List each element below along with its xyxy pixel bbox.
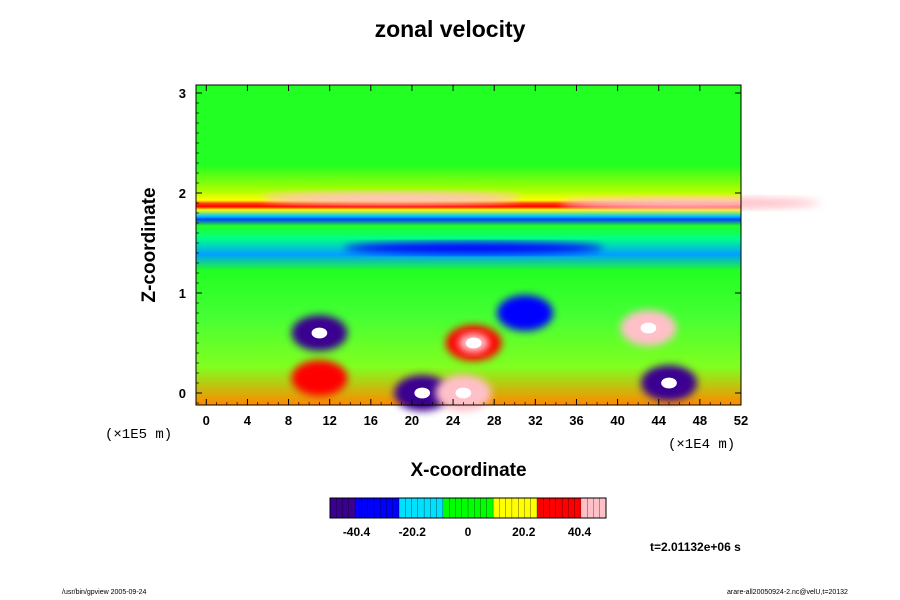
colorbar-segment [449,497,456,519]
colorbar-segment [392,497,400,519]
colorbar-segment [329,497,337,519]
colorbar-segment [561,497,569,519]
velocity-feature-peak [414,387,431,399]
colorbar-segment [549,497,557,519]
x-tick-label: 36 [569,413,583,428]
colorbar-segment [536,497,544,519]
colorbar-segment [417,497,425,519]
colorbar-segment [580,497,588,519]
velocity-features [261,192,820,411]
x-tick-label: 12 [322,413,336,428]
x-tick-label: 28 [487,413,501,428]
colorbar-segment [593,497,601,519]
colorbar-segment [524,497,532,519]
y-tick-label: 1 [179,286,186,301]
colorbar-segment [367,497,375,519]
y-tick-label: 3 [179,86,186,101]
x-tick-label: 20 [405,413,419,428]
colorbar-segment [336,497,343,519]
colorbar-segment [423,497,431,519]
chart-title: zonal velocity [374,16,526,42]
colorbar-segment [555,497,563,519]
y-tick-label: 0 [179,386,186,401]
colorbar-segment [518,497,525,519]
colorbar-segment [348,497,356,519]
colorbar-segment [467,497,475,519]
x-scale-label: (×1E4 m) [668,437,736,453]
colorbar-segment [499,497,507,519]
velocity-feature-peak [455,387,472,399]
x-tick-label: 40 [610,413,624,428]
colorbar-segment [486,497,494,519]
colorbar-segment [587,497,594,519]
x-tick-label: 44 [652,413,667,428]
footer-right: arare-all20050924-2.nc@velU,t=20132 [727,589,848,596]
colorbar-segment [361,497,369,519]
velocity-feature-peak [661,377,677,389]
velocity-feature [559,197,820,209]
colorbar-segment [505,497,513,519]
x-tick-label: 8 [285,413,292,428]
x-tick-label: 4 [244,413,252,428]
colorbar: -40.4 -20.2 0 20.2 40.4 [329,497,607,539]
colorbar-segment [430,497,438,519]
colorbar-frame [329,497,607,519]
colorbar-segment [511,497,519,519]
x-tick-label: 0 [203,413,210,428]
colorbar-tick-label: 40.4 [568,525,592,539]
colorbar-tick-label: -20.2 [399,525,427,539]
colorbar-segment [386,497,394,519]
x-tick-label: 32 [528,413,542,428]
colorbar-segment [442,497,450,519]
x-tick-label: 52 [734,413,748,428]
colorbar-segment [492,497,500,519]
x-tick-label: 24 [446,413,461,428]
velocity-feature-peak [311,327,328,339]
colorbar-segment [455,497,463,519]
footer-left: /usr/bin/gpview 2005-09-24 [62,589,147,596]
x-tick-label: 48 [693,413,707,428]
colorbar-tick-label: 20.2 [512,525,536,539]
plot-frame [195,84,742,406]
velocity-feature-peak [465,337,482,349]
velocity-feature [261,192,522,204]
x-axis-title: X-coordinate [410,460,527,481]
y-axis-title: Z-coordinate [139,187,160,303]
colorbar-segment [474,497,481,519]
colorbar-segment [568,497,576,519]
y-scale-label: (×1E5 m) [105,427,173,443]
y-tick-label: 2 [179,186,186,201]
colorbar-segment [411,497,419,519]
colorbar-tick-label: -40.4 [343,525,371,539]
colorbar-segment [405,497,412,519]
velocity-feature [497,295,554,331]
colorbar-segment [599,497,607,519]
colorbar-segment [480,497,488,519]
colorbar-segment [342,497,350,519]
colorbar-tick-label: 0 [465,525,472,539]
time-label: t=2.01132e+06 s [650,540,741,554]
velocity-feature [291,360,348,396]
colorbar-segment [380,497,387,519]
colorbar-segment [398,497,406,519]
colorbar-segment [373,497,381,519]
colorbar-segment [461,497,469,519]
colorbar-segment [354,497,362,519]
velocity-feature [343,242,604,254]
colorbar-segment [530,497,538,519]
colorbar-segment [436,497,444,519]
x-tick-label: 16 [364,413,378,428]
velocity-feature-peak [640,322,657,334]
colorbar-segment [574,497,582,519]
colorbar-segment [543,497,550,519]
